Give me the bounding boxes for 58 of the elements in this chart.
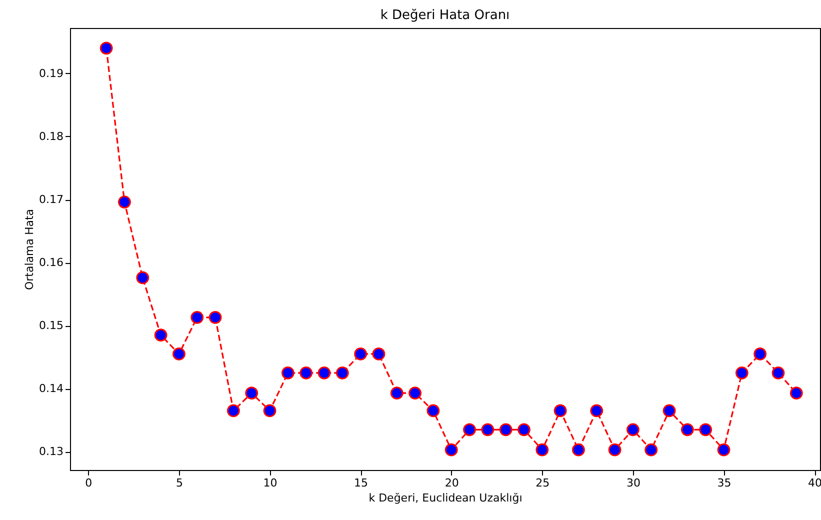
x-tick-label: 25	[536, 476, 550, 490]
x-tick-label: 30	[626, 476, 640, 490]
point	[790, 386, 803, 400]
point	[572, 443, 585, 456]
point	[426, 404, 440, 418]
point	[226, 404, 240, 418]
point	[463, 423, 476, 436]
point	[444, 443, 458, 456]
x-tick-label: 10	[263, 476, 278, 490]
point	[408, 386, 422, 400]
point	[536, 443, 549, 456]
y-tick-label: 0.18	[39, 130, 64, 143]
y-tick-label: 0.14	[39, 382, 64, 396]
point	[590, 404, 604, 418]
point	[644, 443, 658, 456]
point	[717, 443, 730, 456]
point	[245, 386, 258, 400]
point	[372, 348, 386, 360]
point	[208, 310, 222, 324]
point	[754, 348, 767, 360]
point	[136, 271, 150, 284]
point	[699, 423, 712, 436]
point	[499, 423, 512, 436]
point	[336, 366, 349, 380]
y-tick-label: 0.15	[39, 319, 64, 332]
y-tick-label: 0.16	[39, 256, 64, 270]
point	[772, 366, 785, 380]
point	[172, 348, 186, 360]
point	[481, 423, 494, 436]
x-tick-label: 40	[808, 476, 821, 490]
point	[100, 42, 113, 55]
x-tick-label: 35	[717, 476, 732, 490]
point	[190, 310, 204, 324]
x-tick-label: 15	[354, 476, 368, 490]
y-tick-label: 0.19	[39, 66, 64, 80]
point	[518, 423, 530, 436]
x-tick-label: 5	[176, 476, 183, 490]
point	[608, 443, 622, 456]
point	[263, 404, 276, 418]
y-tick-label: 0.17	[39, 193, 64, 206]
x-axis-title: k Değeri, Euclidean Uzaklığı	[368, 492, 522, 504]
point	[626, 423, 640, 436]
x-tick-label: 0	[85, 476, 92, 490]
point	[354, 348, 368, 360]
point	[662, 404, 676, 418]
x-tick-label: 20	[444, 476, 459, 490]
point	[118, 196, 131, 208]
point	[390, 386, 404, 400]
point	[154, 328, 168, 342]
point	[554, 404, 567, 418]
point	[680, 423, 694, 436]
point	[281, 366, 294, 380]
y-tick-label: 0.13	[39, 445, 64, 458]
y-axis-title: Ortalama Hata	[23, 208, 36, 290]
point	[735, 366, 748, 380]
point	[300, 366, 313, 380]
chart-title: k Değeri Hata Oranı	[380, 8, 510, 23]
point	[318, 366, 331, 380]
